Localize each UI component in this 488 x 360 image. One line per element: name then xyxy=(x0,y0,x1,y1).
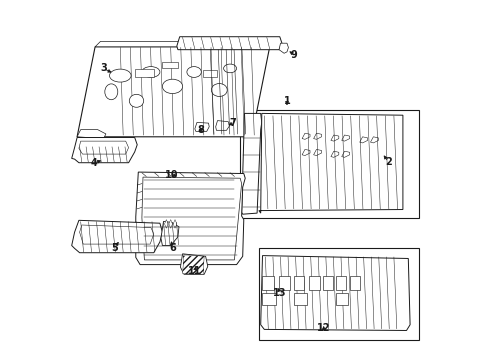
Ellipse shape xyxy=(186,67,201,77)
Polygon shape xyxy=(194,122,209,131)
Bar xyxy=(261,293,276,305)
Text: 13: 13 xyxy=(272,288,286,298)
Ellipse shape xyxy=(109,69,131,82)
Bar xyxy=(309,276,320,290)
Bar xyxy=(322,276,332,290)
Text: 7: 7 xyxy=(229,118,236,128)
Polygon shape xyxy=(313,133,321,139)
Polygon shape xyxy=(173,220,177,228)
Polygon shape xyxy=(370,137,378,143)
Text: 3: 3 xyxy=(100,63,106,73)
Text: 2: 2 xyxy=(385,157,391,167)
Polygon shape xyxy=(313,149,321,156)
Ellipse shape xyxy=(142,67,160,77)
Text: 1: 1 xyxy=(283,96,290,106)
Bar xyxy=(258,248,418,340)
Polygon shape xyxy=(215,121,229,130)
Polygon shape xyxy=(279,43,288,53)
Polygon shape xyxy=(77,130,106,138)
Ellipse shape xyxy=(211,84,227,96)
Bar xyxy=(240,110,418,218)
Polygon shape xyxy=(260,256,409,330)
Text: 5: 5 xyxy=(111,243,117,253)
Text: 4: 4 xyxy=(90,158,97,168)
Polygon shape xyxy=(341,135,349,141)
Polygon shape xyxy=(77,47,269,137)
Bar xyxy=(278,276,289,290)
Text: 12: 12 xyxy=(316,323,330,333)
Polygon shape xyxy=(79,141,128,154)
Bar xyxy=(203,70,217,77)
Polygon shape xyxy=(258,113,402,213)
Polygon shape xyxy=(72,220,162,253)
Bar xyxy=(336,293,347,305)
Polygon shape xyxy=(330,151,338,157)
Ellipse shape xyxy=(104,84,118,100)
Text: 11: 11 xyxy=(188,266,201,276)
Polygon shape xyxy=(241,113,261,214)
Bar xyxy=(182,256,204,274)
Polygon shape xyxy=(161,221,179,246)
Ellipse shape xyxy=(162,79,182,94)
Ellipse shape xyxy=(129,94,143,107)
Polygon shape xyxy=(302,133,309,139)
Bar xyxy=(134,69,154,77)
Text: 6: 6 xyxy=(169,243,176,253)
Text: 9: 9 xyxy=(290,50,297,60)
Bar xyxy=(261,276,274,290)
Polygon shape xyxy=(359,137,367,143)
Polygon shape xyxy=(302,149,309,156)
Bar xyxy=(294,293,306,305)
Polygon shape xyxy=(80,225,153,244)
Bar xyxy=(349,276,360,290)
Text: 10: 10 xyxy=(164,170,178,180)
Bar xyxy=(294,276,304,290)
Polygon shape xyxy=(164,220,168,228)
Polygon shape xyxy=(95,41,271,47)
Polygon shape xyxy=(177,37,282,50)
Polygon shape xyxy=(182,255,204,274)
Bar xyxy=(162,62,178,68)
Polygon shape xyxy=(142,177,241,260)
Ellipse shape xyxy=(223,64,236,73)
Polygon shape xyxy=(168,220,172,228)
Polygon shape xyxy=(136,172,244,265)
Polygon shape xyxy=(180,254,207,274)
Polygon shape xyxy=(341,151,349,157)
Polygon shape xyxy=(72,138,137,163)
Text: 8: 8 xyxy=(197,125,203,135)
Polygon shape xyxy=(330,135,338,141)
Bar xyxy=(336,276,346,290)
